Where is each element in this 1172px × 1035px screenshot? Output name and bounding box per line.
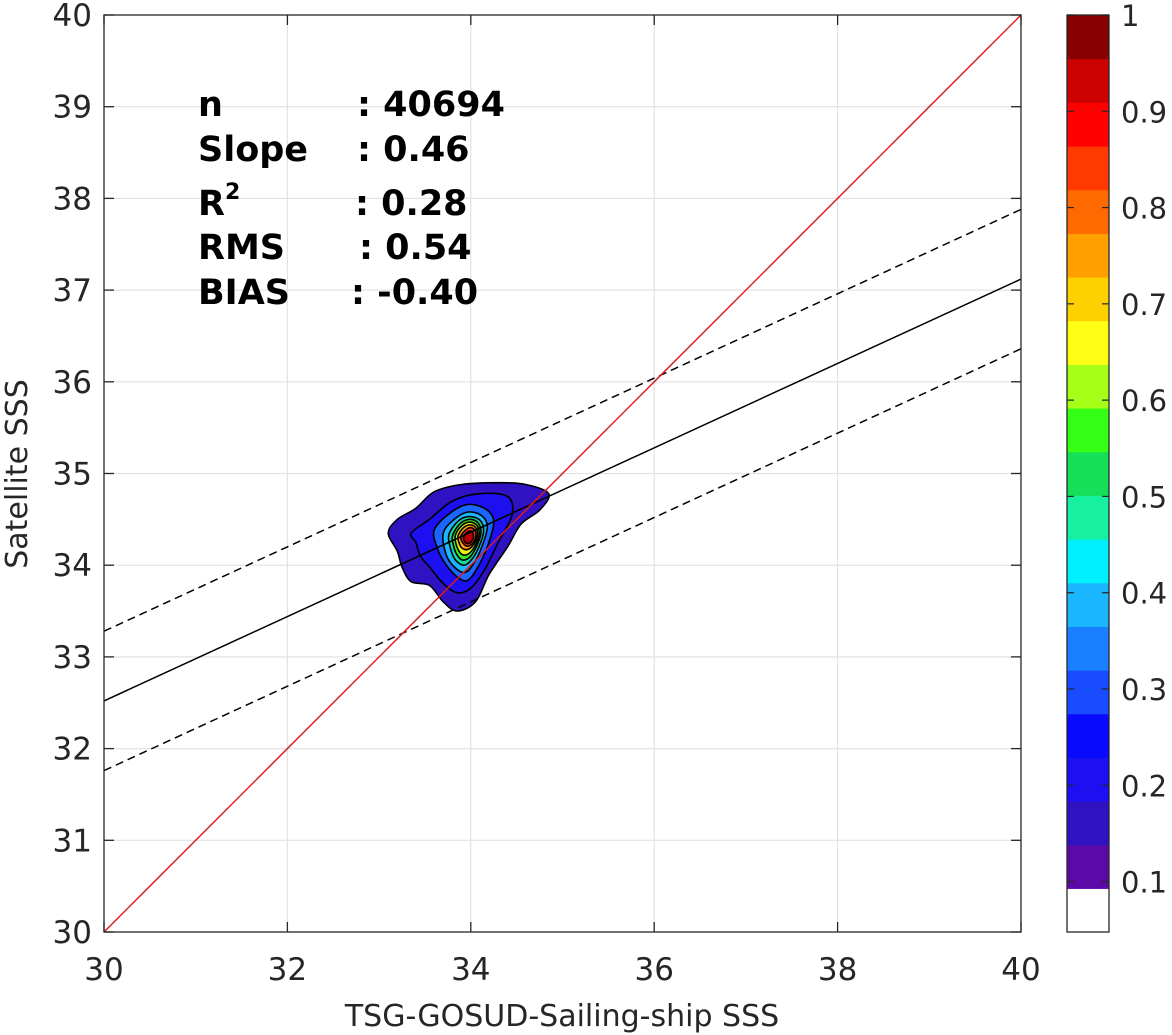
y-tick-label: 34 xyxy=(53,548,92,584)
stat-bias-label: BIAS xyxy=(198,273,290,313)
stat-r2-value: : 0.28 xyxy=(355,184,468,224)
colorbar-segment xyxy=(1067,58,1109,103)
colorbar-segment xyxy=(1067,233,1109,278)
colorbar-segment xyxy=(1067,146,1109,191)
x-tick-label: 32 xyxy=(268,952,307,988)
colorbar-segment xyxy=(1067,451,1109,496)
colorbar-segment xyxy=(1067,539,1109,584)
colorbar-segment xyxy=(1067,888,1109,933)
x-tick-label: 38 xyxy=(818,952,857,988)
colorbar-tick-label: 0.2 xyxy=(1121,769,1167,803)
stat-bias-value: : -0.40 xyxy=(351,273,478,313)
colorbar-frame xyxy=(1066,14,1110,933)
stat-slope-value: : 0.46 xyxy=(357,130,470,170)
colorbar-segment xyxy=(1067,801,1109,846)
y-tick-label: 37 xyxy=(53,273,92,309)
colorbar-segment xyxy=(1067,189,1109,234)
colorbar-segment xyxy=(1067,15,1109,60)
colorbar: 0.1 0.2 0.3 0.4 0.5 0.6 0.7 0.8 0.9 1 xyxy=(1066,0,1167,933)
y-tick-label: 40 xyxy=(53,0,92,34)
colorbar-segment xyxy=(1067,670,1109,715)
colorbar-segment xyxy=(1067,757,1109,802)
x-tick-label: 36 xyxy=(634,952,673,988)
stats-annotation: n : 40694 Slope : 0.46 R2 : 0.28 RMS : 0… xyxy=(198,85,505,313)
colorbar-tick-label: 0.1 xyxy=(1121,866,1167,900)
colorbar-tick-label: 0.8 xyxy=(1121,192,1167,226)
stat-r2-superscript: 2 xyxy=(225,180,240,205)
identity-line xyxy=(104,15,1021,932)
colorbar-segment xyxy=(1067,364,1109,409)
y-tick-label: 33 xyxy=(53,640,92,676)
colorbar-tick-label: 0.5 xyxy=(1121,480,1167,514)
colorbar-segment xyxy=(1067,495,1109,540)
colorbar-segment xyxy=(1067,320,1109,365)
y-tick-label: 31 xyxy=(53,823,92,859)
grid-lines xyxy=(104,15,1021,932)
colorbar-tick-label: 0.6 xyxy=(1121,384,1167,418)
colorbar-tick-label: 1 xyxy=(1121,0,1139,33)
stat-slope-label: Slope xyxy=(198,130,308,170)
colorbar-segment xyxy=(1067,408,1109,453)
stat-rms-value: : 0.54 xyxy=(359,228,472,268)
colorbar-tick-label: 0.9 xyxy=(1121,95,1167,129)
stat-rms-label: RMS xyxy=(198,228,285,268)
axis-ticks: 30 32 34 36 38 40 30 31 32 33 34 35 36 37 38 39 40 xyxy=(53,0,1041,988)
y-tick-label: 36 xyxy=(53,365,92,401)
stat-r2-base: R xyxy=(198,184,225,224)
y-tick-label: 38 xyxy=(53,181,92,217)
x-axis-label: TSG-GOSUD-Sailing-ship SSS xyxy=(344,999,779,1034)
regression-line xyxy=(104,278,1021,702)
colorbar-tick-label: 0.3 xyxy=(1121,673,1167,707)
colorbar-segment xyxy=(1067,626,1109,671)
x-tick-label: 40 xyxy=(1001,952,1040,988)
colorbar-tick-label: 0.4 xyxy=(1121,577,1167,611)
colorbar-segment xyxy=(1067,277,1109,322)
colorbar-segment xyxy=(1067,844,1109,889)
x-tick-label: 30 xyxy=(84,952,123,988)
colorbar-segment xyxy=(1067,102,1109,147)
reference-lines xyxy=(104,15,1021,932)
colorbar-tick-label: 0.7 xyxy=(1121,288,1167,322)
y-axis-label: Satellite SSS xyxy=(0,379,35,569)
y-tick-label: 39 xyxy=(53,90,92,126)
y-tick-label: 30 xyxy=(53,915,92,951)
colorbar-segment xyxy=(1067,582,1109,627)
y-tick-label: 35 xyxy=(53,457,92,493)
y-tick-label: 32 xyxy=(53,732,92,768)
stat-n-value: : 40694 xyxy=(357,85,505,125)
stat-r2-label: R2 xyxy=(198,180,240,224)
x-tick-label: 34 xyxy=(451,952,490,988)
colorbar-segment xyxy=(1067,713,1109,758)
stat-n-label: n xyxy=(198,85,223,125)
